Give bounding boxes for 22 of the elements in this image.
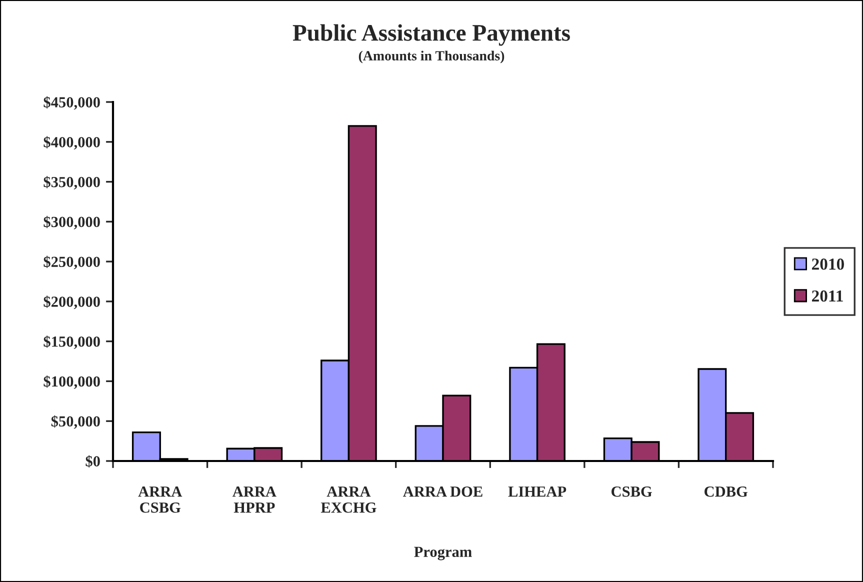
y-tick-label: $350,000 [44,176,100,190]
y-tick-label: $150,000 [44,336,100,349]
y-tick-label: $100,000 [44,375,100,389]
x-tick-label: LIHEAP [508,486,566,497]
chart-subtitle: (Amounts in Thousands) [358,50,504,64]
x-tick-label: CSBG [612,486,652,497]
y-tick-label: $400,000 [44,136,100,150]
legend-label: 2011 [812,290,843,302]
x-axis-title: Program [414,546,472,560]
y-tick-label: $300,000 [44,216,100,230]
chart-title: Public Assistance Payments [292,24,570,46]
y-tick-label: $200,000 [44,296,100,310]
x-tick-label: ARRA CSBG [138,486,182,513]
x-tick-label: ARRA DOE [403,486,482,497]
y-tick-label: $450,000 [44,96,100,110]
x-tick-label: ARRA EXCHG [320,486,376,513]
legend-label: 2010 [812,258,844,270]
y-tick-label: $50,000 [51,415,100,429]
y-tick-label: $0 [86,455,100,468]
y-tick-label: $250,000 [44,256,100,270]
x-tick-label: ARRA HPRP [232,486,276,513]
x-tick-label: CDBG [704,486,748,497]
